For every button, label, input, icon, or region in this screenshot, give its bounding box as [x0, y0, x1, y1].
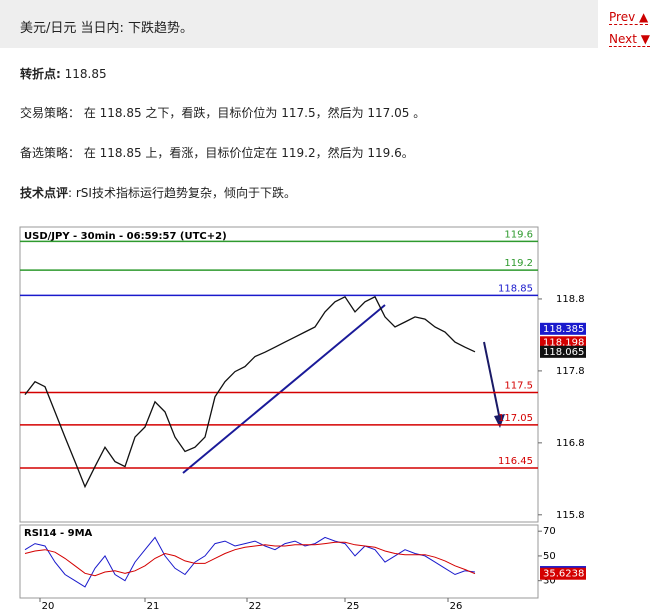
value-box-label: 118.065	[543, 347, 584, 358]
comment-label: 技术点评	[20, 186, 69, 200]
rsi-tick-label: 70	[543, 526, 556, 537]
rsi-tick-label: 30	[543, 576, 556, 587]
value-box-label: 35.6238	[543, 569, 584, 580]
value-box	[540, 566, 586, 579]
pivot-label: 转折点:	[20, 67, 61, 81]
pivot-text: 118.85	[60, 67, 107, 81]
y-tick-label: 117.8	[556, 366, 585, 377]
arrow-head	[494, 414, 505, 428]
value-box	[540, 322, 586, 335]
header: 美元/日元 当日内: 下跌趋势。	[0, 0, 598, 48]
level-label: 118.85	[498, 283, 533, 294]
header-title: 美元/日元 当日内: 下跌趋势。	[20, 21, 194, 36]
value-box	[540, 336, 586, 349]
level-label: 119.2	[504, 258, 533, 269]
forecast-arrow	[483, 341, 501, 421]
x-tick-label: 26	[450, 601, 463, 612]
comment: 技术点评: rSI技术指标运行趋势复杂，倾向于下跌。	[20, 184, 296, 201]
next-link[interactable]: Next ▼	[609, 32, 651, 47]
x-tick-label: 25	[347, 601, 360, 612]
rsi-line	[24, 536, 476, 588]
pivot: 转折点: 118.85	[20, 65, 107, 82]
prev-link[interactable]: Prev ▲	[609, 10, 649, 25]
y-tick-label: 115.8	[556, 510, 585, 521]
value-box	[540, 345, 586, 358]
level-label: 117.05	[498, 413, 533, 424]
rsi-line	[24, 541, 476, 577]
y-tick-label: 116.8	[556, 438, 585, 449]
chart-title: USD/JPY - 30min - 06:59:57 (UTC+2)	[24, 231, 227, 242]
next-text[interactable]: Next	[609, 32, 637, 46]
x-tick-label: 21	[147, 601, 160, 612]
x-tick-label: 22	[249, 601, 262, 612]
alternative: 备选策略： 在 118.85 上，看涨，目标价位定在 119.2，然后为 119…	[20, 146, 414, 160]
prev-text[interactable]: Prev	[609, 10, 636, 24]
value-box-label: 118.198	[543, 337, 584, 348]
level-label: 117.5	[504, 380, 533, 391]
strategy: 交易策略： 在 118.85 之下，看跌，目标价位为 117.5，然后为 117…	[20, 106, 426, 120]
rsi-title: RSI14 - 9MA	[24, 528, 93, 539]
trend-line	[182, 304, 386, 474]
comment-text: : rSI技术指标运行趋势复杂，倾向于下跌。	[68, 186, 296, 200]
value-box-label: 36.9815	[543, 567, 584, 578]
value-box-label: 118.385	[543, 324, 584, 335]
rsi-frame	[19, 524, 539, 599]
price-frame	[19, 226, 539, 523]
price-line	[24, 295, 476, 489]
level-label: 116.45	[498, 456, 533, 467]
value-box	[540, 567, 586, 580]
y-tick-label: 118.8	[556, 294, 585, 305]
level-label: 119.6	[504, 229, 533, 240]
x-tick-label: 20	[42, 601, 55, 612]
rsi-tick-label: 50	[543, 551, 556, 562]
